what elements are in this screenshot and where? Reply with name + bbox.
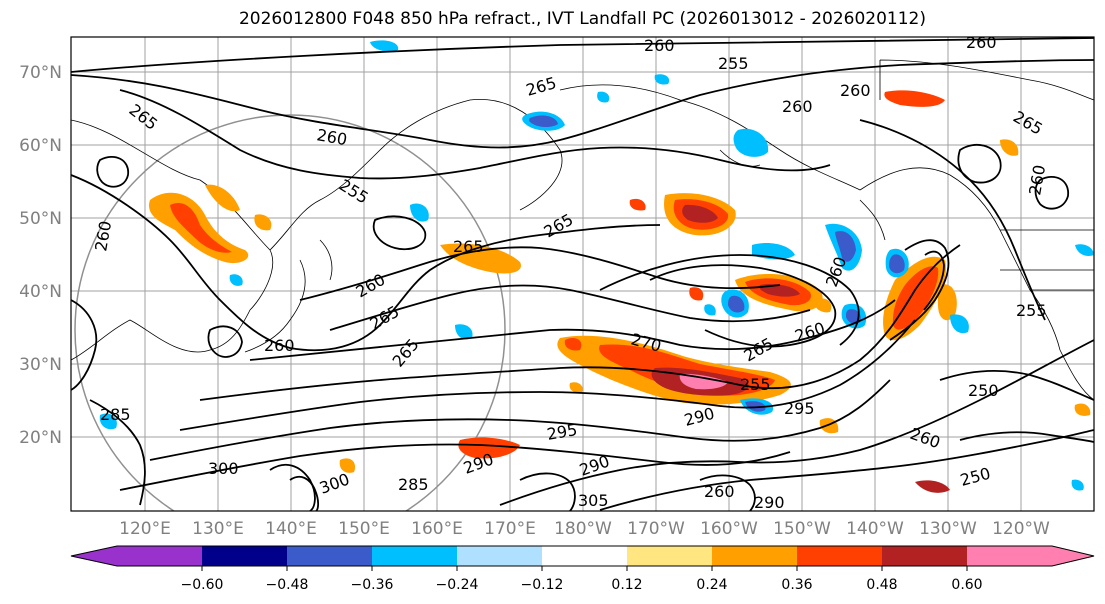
colorbar: −0.60 −0.48 −0.36 −0.24 −0.12 0.12 0.24 … xyxy=(70,545,1095,593)
lon-label: 130°W xyxy=(919,519,977,539)
colorbar-segment xyxy=(372,546,457,566)
lon-label: 150°E xyxy=(338,519,390,539)
lon-label: 180°W xyxy=(554,519,612,539)
colorbar-segment xyxy=(287,546,372,566)
refractivity-contours xyxy=(71,37,1094,511)
map-content: 260 265 255 260 265 260 265 255 260 265 … xyxy=(71,33,1094,512)
contour-label: 260 xyxy=(966,33,997,52)
contour-label: 295 xyxy=(784,399,815,418)
colorbar-segment xyxy=(797,546,882,566)
colorbar-segment xyxy=(712,546,797,566)
lon-label: 170°E xyxy=(484,519,536,539)
colorbar-tick-label: 0.12 xyxy=(611,577,642,593)
lon-label: 150°W xyxy=(773,519,831,539)
graticule xyxy=(71,37,1094,511)
colorbar-segment xyxy=(117,546,202,566)
contour-label: 255 xyxy=(740,375,771,394)
colorbar-segment xyxy=(202,546,287,566)
lat-label: 30°N xyxy=(19,355,62,375)
contour-label: 285 xyxy=(398,475,429,494)
contour-label: 260 xyxy=(704,482,735,501)
longitude-labels: 120°E 130°E 140°E 150°E 160°E 170°E 180°… xyxy=(119,519,1050,539)
lon-label: 130°E xyxy=(192,519,244,539)
contour-label: 260 xyxy=(840,81,871,100)
colorbar-tick-label: 0.24 xyxy=(696,577,727,593)
contour-label: 285 xyxy=(100,405,131,424)
lon-label: 120°W xyxy=(992,519,1050,539)
coastlines xyxy=(71,59,1094,401)
latitude-labels: 70°N 60°N 50°N 40°N 30°N 20°N xyxy=(19,63,62,448)
lon-label: 160°E xyxy=(411,519,463,539)
lon-label: 160°W xyxy=(700,519,758,539)
lat-label: 60°N xyxy=(19,136,62,156)
contour-label: 290 xyxy=(754,493,785,512)
colorbar-tick-label: −0.36 xyxy=(351,577,394,593)
colorbar-segment xyxy=(967,546,1052,566)
lat-label: 40°N xyxy=(19,282,62,302)
lat-label: 20°N xyxy=(19,428,62,448)
range-circle xyxy=(74,114,506,511)
contour-label: 255 xyxy=(1016,301,1047,320)
colorbar-tick-label: 0.60 xyxy=(951,577,982,593)
colorbar-tick-label: −0.48 xyxy=(266,577,309,593)
lon-label: 120°E xyxy=(119,519,171,539)
colorbar-segment xyxy=(457,546,542,566)
contour-label: 305 xyxy=(578,491,609,510)
refractivity-anomaly-fills xyxy=(99,40,1094,493)
contour-label: 260 xyxy=(264,336,295,355)
lat-label: 70°N xyxy=(19,63,62,83)
contour-label: 265 xyxy=(453,237,484,256)
contour-label: 260 xyxy=(644,36,675,55)
colorbar-segment xyxy=(882,546,967,566)
colorbar-segment xyxy=(627,546,712,566)
colorbar-tick-labels: −0.60 −0.48 −0.36 −0.24 −0.12 0.12 0.24 … xyxy=(181,577,983,593)
colorbar-extend-max xyxy=(1052,546,1094,566)
colorbar-tick-label: −0.12 xyxy=(521,577,564,593)
colorbar-tick-label: −0.60 xyxy=(181,577,224,593)
contour-label: 255 xyxy=(718,54,749,73)
colorbar-tick-label: −0.24 xyxy=(436,577,479,593)
colorbar-ticks xyxy=(201,566,968,571)
colorbar-outline xyxy=(70,545,1095,567)
lon-label: 140°E xyxy=(265,519,317,539)
contour-label: 300 xyxy=(208,459,239,478)
contour-label: 250 xyxy=(968,381,999,400)
lon-label: 170°W xyxy=(627,519,685,539)
colorbar-extend-min xyxy=(71,546,117,566)
lat-label: 50°N xyxy=(19,209,62,229)
map-frame xyxy=(70,36,1095,512)
lon-label: 140°W xyxy=(846,519,904,539)
contour-label: 260 xyxy=(782,97,813,116)
colorbar-tick-label: 0.48 xyxy=(866,577,897,593)
map-title: 2026012800 F048 850 hPa refract., IVT La… xyxy=(238,9,926,29)
colorbar-segment xyxy=(542,546,627,566)
colorbar-tick-label: 0.36 xyxy=(781,577,812,593)
